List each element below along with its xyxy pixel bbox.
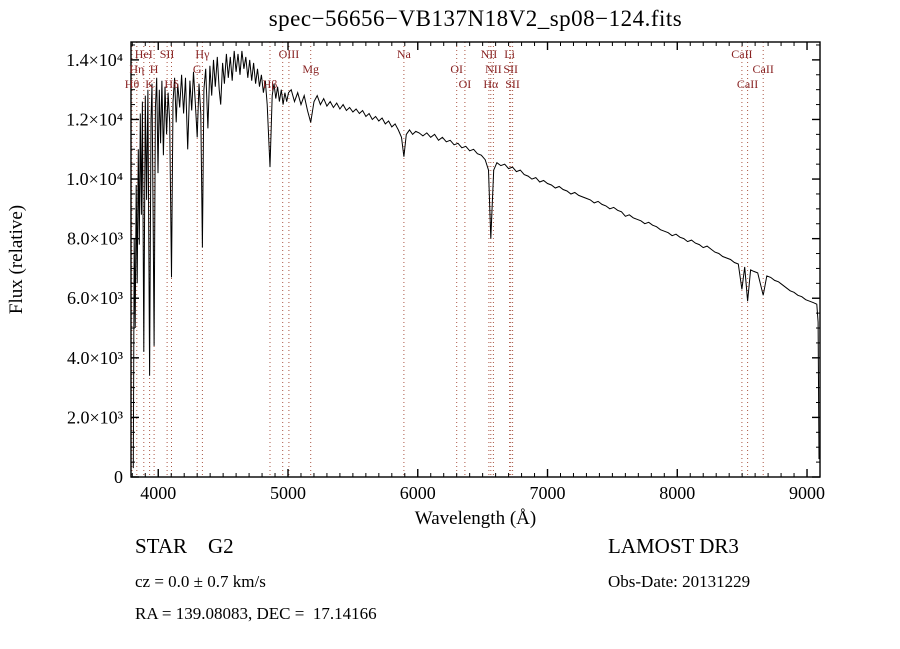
marked-lines <box>131 42 764 477</box>
svg-text:Hη: Hη <box>129 62 144 76</box>
svg-text:Mg: Mg <box>302 62 319 76</box>
svg-text:4.0×10³: 4.0×10³ <box>67 348 124 368</box>
svg-text:CaII: CaII <box>753 62 774 76</box>
svg-text:Na: Na <box>397 47 412 61</box>
svg-text:1.0×10⁴: 1.0×10⁴ <box>66 169 123 189</box>
y-axis-label: Flux (relative) <box>6 205 27 314</box>
line-labels: HθHηHeIKHSIIHδGHγHβOIIIMgNaOIOINIIHαNIIL… <box>125 47 774 91</box>
svg-text:Hθ: Hθ <box>125 77 140 91</box>
svg-text:2.0×10³: 2.0×10³ <box>67 407 124 427</box>
axes <box>130 41 821 478</box>
svg-text:CaII: CaII <box>737 77 758 91</box>
svg-text:1.2×10⁴: 1.2×10⁴ <box>66 109 123 129</box>
svg-text:5000: 5000 <box>270 483 306 503</box>
svg-text:OI: OI <box>450 62 463 76</box>
plot-title: spec−56656−VB137N18V2_sp08−124.fits <box>268 6 683 31</box>
survey-label: LAMOST DR3 <box>608 534 739 558</box>
svg-text:HeI: HeI <box>135 47 153 61</box>
svg-text:9000: 9000 <box>789 483 825 503</box>
svg-text:OIII: OIII <box>279 47 300 61</box>
svg-text:0: 0 <box>114 467 123 487</box>
svg-text:8000: 8000 <box>659 483 695 503</box>
svg-text:CaII: CaII <box>731 47 752 61</box>
svg-text:K: K <box>145 77 154 91</box>
svg-text:4000: 4000 <box>140 483 176 503</box>
spectrum-chart: 4000 5000 6000 7000 8000 9000 0 2.0×10³ 4.0×10³ 6… <box>6 41 825 529</box>
svg-text:Hα: Hα <box>483 77 499 91</box>
svg-text:Hβ: Hβ <box>263 77 278 91</box>
svg-text:NII: NII <box>481 47 498 61</box>
object-class-label: STAR G2 <box>135 534 234 558</box>
svg-text:NII: NII <box>485 62 502 76</box>
cz-value: cz = 0.0 ± 0.7 km/s <box>135 572 266 591</box>
svg-text:6.0×10³: 6.0×10³ <box>67 288 124 308</box>
svg-text:G: G <box>193 62 202 76</box>
svg-text:H: H <box>150 62 159 76</box>
ra-dec-coords: RA = 139.08083, DEC = 17.14166 <box>135 604 377 623</box>
svg-text:1.4×10⁴: 1.4×10⁴ <box>66 50 123 70</box>
svg-text:Hγ: Hγ <box>195 47 210 61</box>
svg-text:8.0×10³: 8.0×10³ <box>67 229 124 249</box>
svg-text:SII: SII <box>505 77 520 91</box>
x-axis-label: Wavelength (Å) <box>415 508 536 529</box>
svg-text:6000: 6000 <box>400 483 436 503</box>
svg-text:SII: SII <box>160 47 175 61</box>
tick-labels: 4000 5000 6000 7000 8000 9000 0 2.0×10³ 4.0×10³ 6… <box>6 50 825 529</box>
svg-text:Hδ: Hδ <box>164 77 179 91</box>
obs-date: Obs-Date: 20131229 <box>608 572 751 591</box>
svg-text:Li: Li <box>504 47 515 61</box>
svg-text:7000: 7000 <box>530 483 566 503</box>
spectrum-line <box>132 50 820 469</box>
svg-text:SII: SII <box>503 62 518 76</box>
svg-text:OI: OI <box>459 77 472 91</box>
